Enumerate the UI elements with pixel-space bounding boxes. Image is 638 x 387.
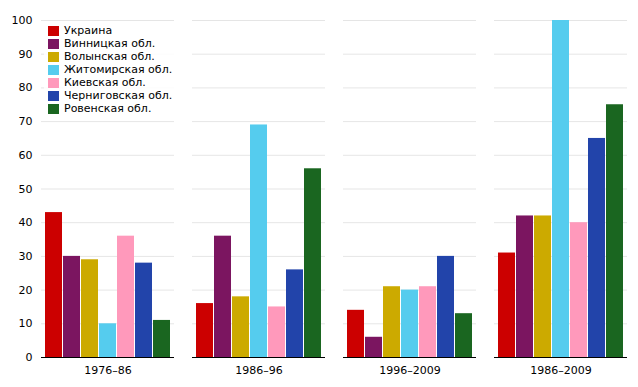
html-text:Винницкая обл.: Винницкая обл. xyxy=(64,37,156,50)
svg-text:70: 70 xyxy=(19,115,33,128)
html-text:Черниговская обл.: Черниговская обл. xyxy=(64,89,173,102)
html-text:Ровенская обл.: Ровенская обл. xyxy=(64,102,152,115)
svg-text:40: 40 xyxy=(19,216,33,229)
svg-text:100: 100 xyxy=(12,14,33,27)
html-text:Житомирская обл.: Житомирская обл. xyxy=(64,63,173,76)
svg-text:0: 0 xyxy=(26,351,33,364)
svg-text:1986–2009: 1986–2009 xyxy=(530,364,592,377)
html-text:Волынская обл.: Волынская обл. xyxy=(64,50,155,63)
svg-text:1976–86: 1976–86 xyxy=(84,364,132,377)
svg-text:20: 20 xyxy=(19,284,33,297)
svg-text:50: 50 xyxy=(19,183,33,196)
svg-text:1996–2009: 1996–2009 xyxy=(379,364,441,377)
svg-text:30: 30 xyxy=(19,250,33,263)
svg-text:80: 80 xyxy=(19,81,33,94)
svg-text:60: 60 xyxy=(19,149,33,162)
svg-text:10: 10 xyxy=(19,317,33,330)
svg-text:90: 90 xyxy=(19,48,33,61)
html-text:Киевская обл.: Киевская обл. xyxy=(64,76,146,89)
svg-text:1986–96: 1986–96 xyxy=(235,364,283,377)
html-text:Украина: Украина xyxy=(64,24,113,37)
